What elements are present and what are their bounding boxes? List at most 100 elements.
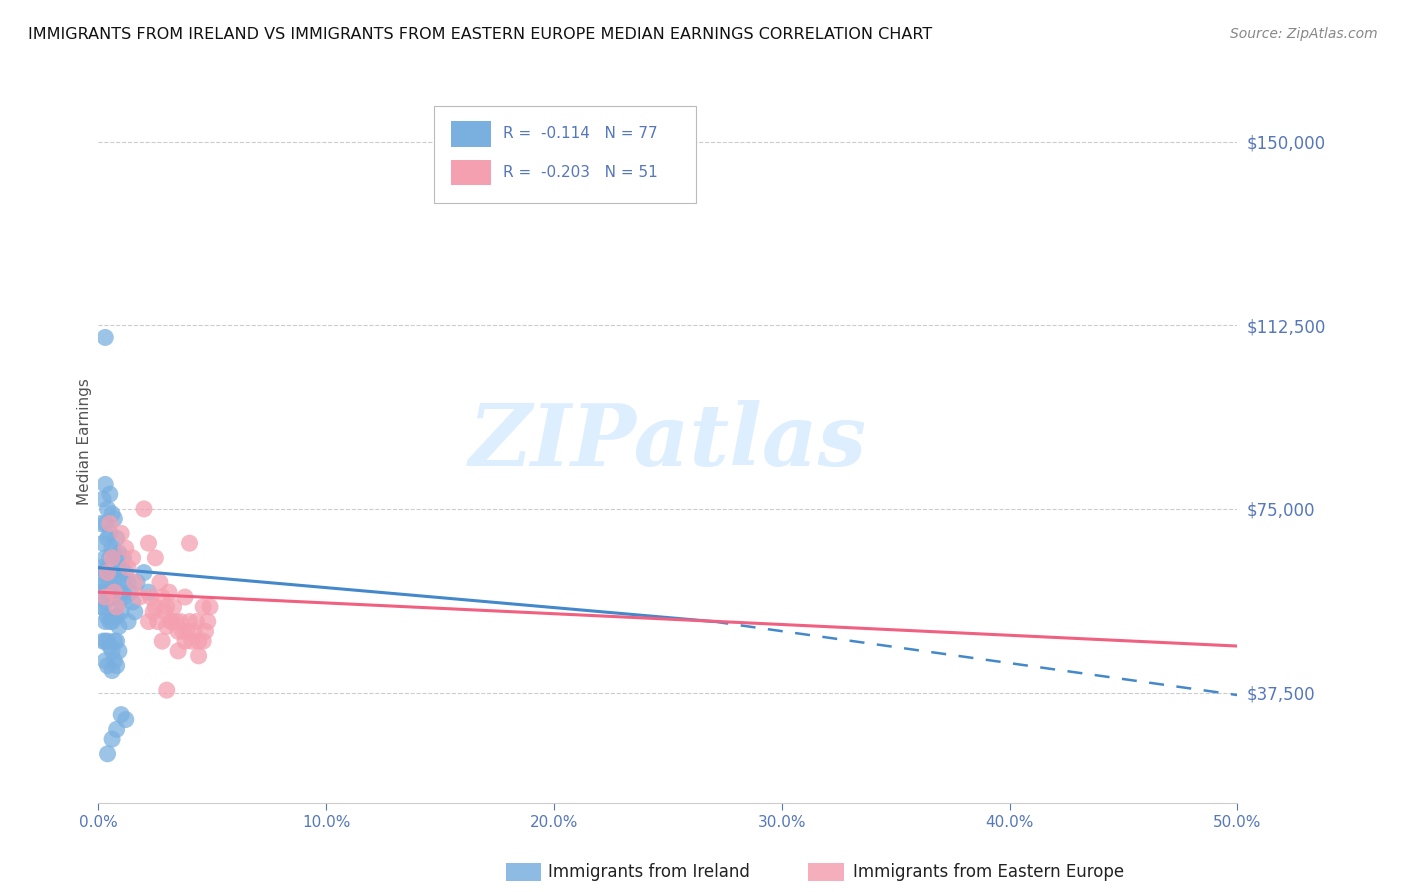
Point <box>98 575 121 590</box>
Point <box>120 585 142 599</box>
Point <box>101 644 124 658</box>
Point <box>114 713 136 727</box>
Point <box>127 575 149 590</box>
Point <box>124 605 146 619</box>
Text: R =  -0.203   N = 51: R = -0.203 N = 51 <box>503 164 658 179</box>
Point <box>179 536 201 550</box>
Point <box>157 585 180 599</box>
Point <box>103 634 125 648</box>
Point <box>103 609 125 624</box>
Point <box>169 615 191 629</box>
Point <box>145 599 167 614</box>
Point <box>96 747 118 761</box>
Point <box>96 531 118 545</box>
Point <box>110 585 132 599</box>
Point <box>105 658 128 673</box>
Point <box>101 507 124 521</box>
Point <box>105 723 128 737</box>
Point <box>103 585 125 599</box>
Point <box>101 541 124 555</box>
Text: ZIPatlas: ZIPatlas <box>468 400 868 483</box>
Bar <box>451 160 491 185</box>
Point <box>110 605 132 619</box>
Point <box>146 615 169 629</box>
Point <box>101 664 124 678</box>
Point <box>98 487 121 501</box>
Point <box>96 634 118 648</box>
Point <box>96 658 118 673</box>
Point <box>142 605 165 619</box>
Point <box>98 615 121 629</box>
Point <box>98 639 121 653</box>
Point <box>94 595 117 609</box>
Point <box>149 575 172 590</box>
Point <box>91 580 114 594</box>
Point <box>121 550 143 565</box>
Point <box>162 599 184 614</box>
Point <box>94 615 117 629</box>
Point <box>145 550 167 565</box>
Point <box>108 570 131 584</box>
Point <box>90 560 112 574</box>
Point <box>96 566 118 580</box>
Point <box>103 590 125 604</box>
Point <box>112 575 135 590</box>
Point <box>128 590 150 604</box>
Point <box>98 516 121 531</box>
Point <box>138 585 160 599</box>
Point <box>138 536 160 550</box>
Point <box>193 599 215 614</box>
Point <box>103 570 125 584</box>
Point <box>108 644 131 658</box>
Point <box>167 624 190 639</box>
Point <box>94 634 117 648</box>
Point <box>174 634 197 648</box>
Point <box>96 585 118 599</box>
Point <box>117 560 139 574</box>
Point <box>103 511 125 525</box>
Point <box>180 634 202 648</box>
Point <box>156 619 179 633</box>
Point <box>153 605 176 619</box>
Point <box>90 599 112 614</box>
Point <box>90 585 112 599</box>
FancyBboxPatch shape <box>434 105 696 203</box>
Text: R =  -0.114   N = 77: R = -0.114 N = 77 <box>503 127 658 141</box>
Text: IMMIGRANTS FROM IRELAND VS IMMIGRANTS FROM EASTERN EUROPE MEDIAN EARNINGS CORREL: IMMIGRANTS FROM IRELAND VS IMMIGRANTS FR… <box>28 27 932 42</box>
Point <box>91 536 114 550</box>
Point <box>108 595 131 609</box>
Point <box>94 516 117 531</box>
Point <box>112 550 135 565</box>
Point <box>94 654 117 668</box>
Point <box>179 615 201 629</box>
Point <box>114 566 136 580</box>
Point <box>139 590 162 604</box>
Point <box>117 615 139 629</box>
Point <box>96 560 118 574</box>
Point <box>114 590 136 604</box>
Point <box>165 615 187 629</box>
Point <box>91 634 114 648</box>
Point <box>91 492 114 507</box>
Point <box>183 624 205 639</box>
Point <box>105 599 128 614</box>
Point <box>105 560 128 574</box>
Point <box>98 526 121 541</box>
Point <box>94 477 117 491</box>
Point <box>156 683 179 698</box>
Text: Source: ZipAtlas.com: Source: ZipAtlas.com <box>1230 27 1378 41</box>
Point <box>101 732 124 747</box>
Point <box>110 560 132 574</box>
Point <box>96 502 118 516</box>
Point <box>101 550 124 565</box>
Point <box>176 624 198 639</box>
Point <box>150 634 173 648</box>
Point <box>94 330 117 344</box>
Point <box>105 585 128 599</box>
Point <box>114 541 136 555</box>
Point <box>105 609 128 624</box>
Point <box>197 615 219 629</box>
Point <box>193 634 215 648</box>
Point <box>187 634 209 648</box>
Point <box>90 516 112 531</box>
